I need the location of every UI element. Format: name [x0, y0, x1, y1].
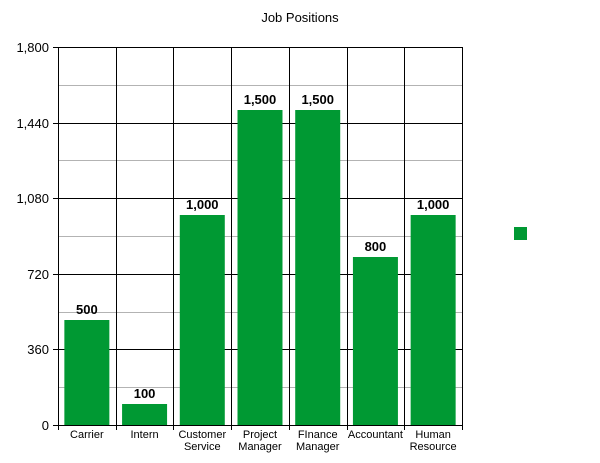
y-tick-label: 720	[27, 267, 49, 282]
data-label: 1,500	[301, 92, 334, 107]
data-label: 100	[134, 386, 156, 401]
bar	[179, 215, 225, 425]
bar	[64, 320, 110, 425]
x-tick-label: Accountant	[348, 429, 403, 441]
x-tick-label: Project Manager	[238, 429, 282, 453]
y-tick-label: 0	[42, 418, 49, 433]
bars	[64, 110, 456, 425]
x-tick-label: Intern	[131, 429, 159, 441]
x-tick-label: Customer Service	[178, 429, 226, 453]
y-tick-label: 1,800	[16, 40, 49, 55]
bar	[410, 215, 456, 425]
y-axis-ticks: 0 360 720 1,080 1,440 1,800	[16, 40, 58, 433]
x-axis-ticks: Carrier Intern Customer Service Project Manag…	[58, 425, 463, 453]
bar	[122, 404, 168, 425]
bar	[237, 110, 283, 425]
y-tick-label: 1,440	[16, 116, 49, 131]
legend-swatch	[514, 227, 527, 240]
data-label: 1,500	[244, 92, 277, 107]
bar	[352, 257, 398, 425]
legend	[514, 227, 527, 240]
data-label: 1,000	[186, 197, 219, 212]
data-labels: 500 100 1,000 1,500 1,500 800 1,000	[76, 92, 449, 401]
bar	[295, 110, 341, 425]
axes	[53, 47, 463, 430]
data-label: 500	[76, 302, 98, 317]
chart-title: Job Positions	[261, 10, 339, 25]
x-tick-label: Carrier	[70, 429, 104, 441]
y-tick-label: 360	[27, 342, 49, 357]
x-tick-label: Human Resource	[410, 429, 457, 453]
data-label: 1,000	[417, 197, 450, 212]
x-tick-label: FInance Manager	[296, 429, 340, 453]
data-label: 800	[365, 239, 387, 254]
y-tick-label: 1,080	[16, 191, 49, 206]
